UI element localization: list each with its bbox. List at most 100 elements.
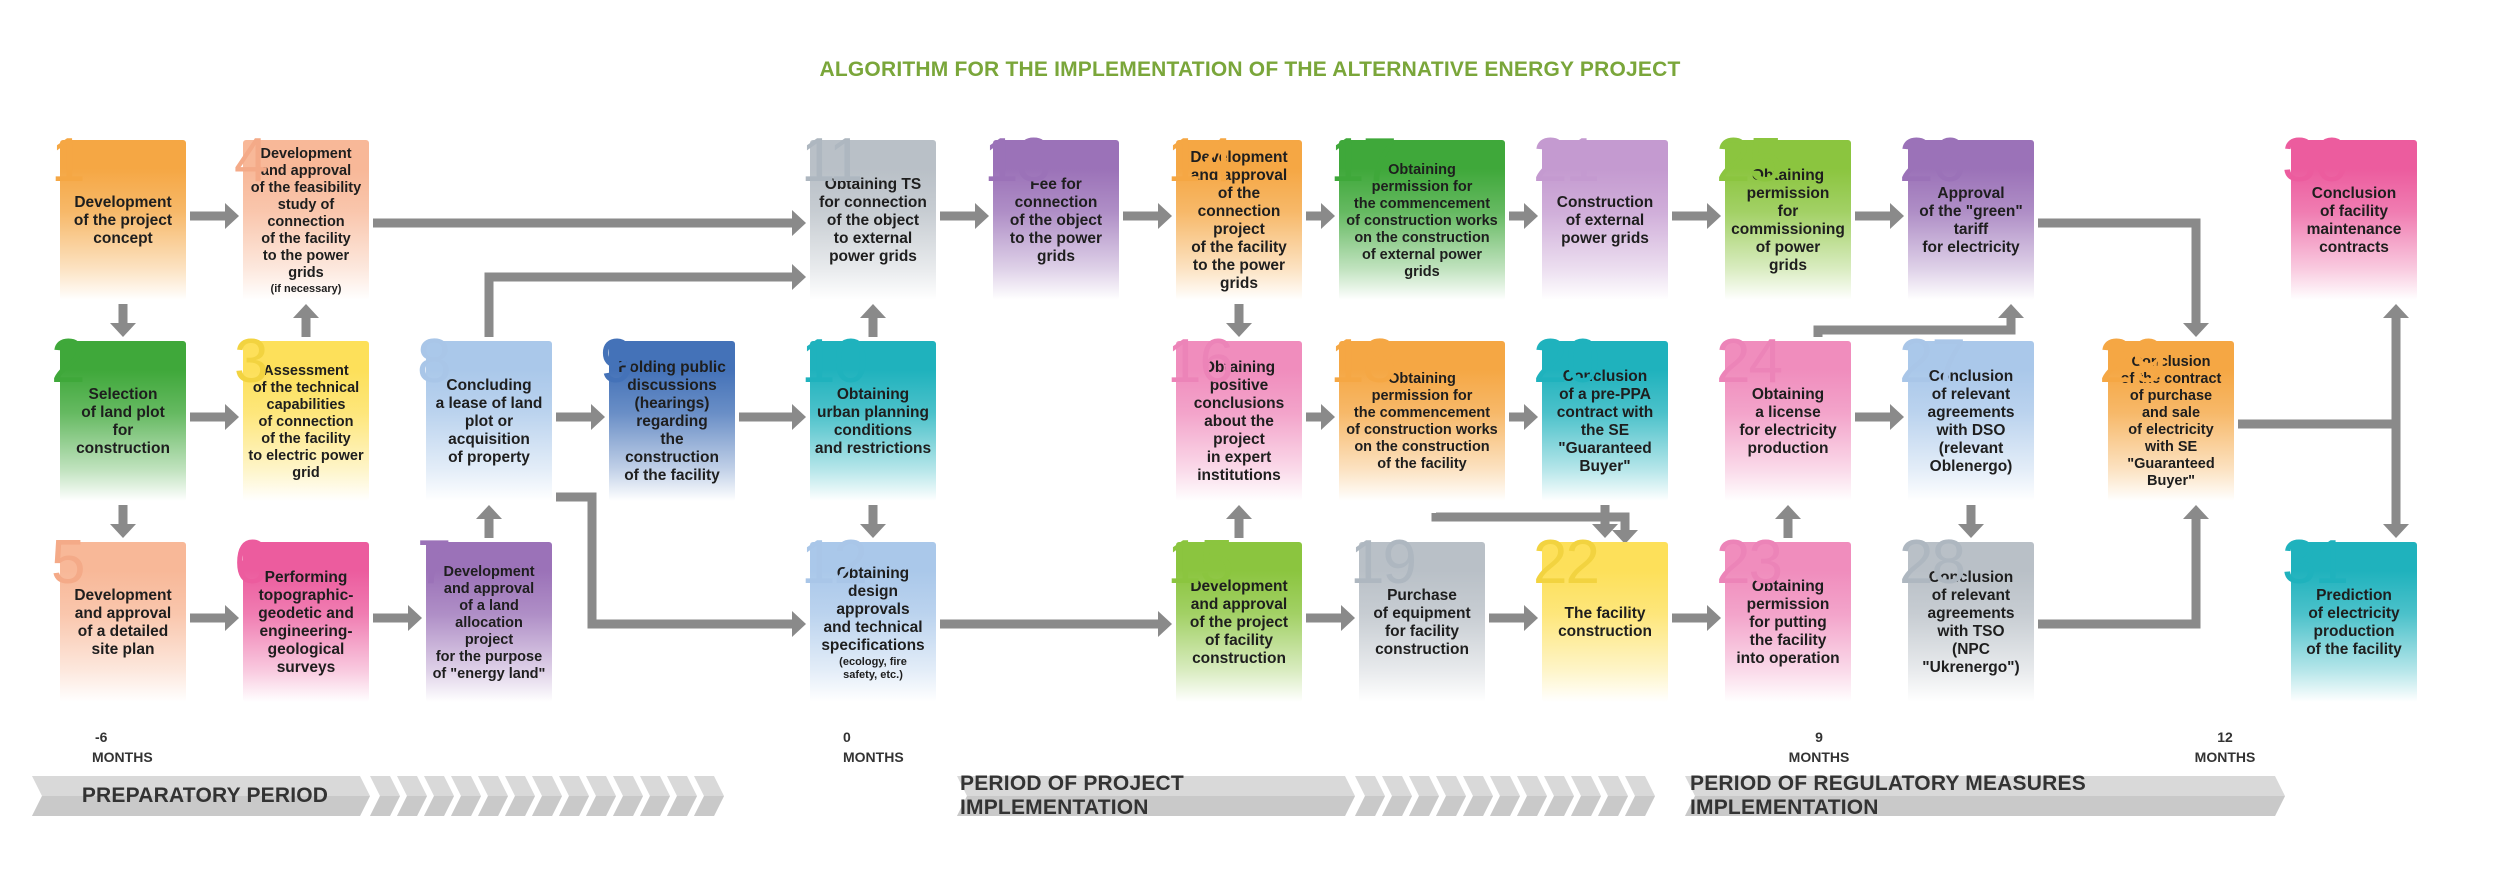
period-regulatory-measures: PERIOD OF REGULATORY MEASURES IMPLEMENTA… — [1690, 772, 2086, 819]
step-label-line: to the power — [1009, 230, 1103, 247]
arrow-head — [1958, 524, 1984, 538]
arrow-26-to-29 — [2038, 218, 2201, 323]
step-label-line: institutions — [1197, 467, 1281, 484]
arrow-head — [1158, 203, 1172, 229]
step-label-line: to the power — [262, 248, 350, 264]
step-label-line: Performing — [264, 569, 348, 586]
step-box-29: 29 Conclusion of the contract of purchase an… — [2099, 331, 2234, 501]
step-number: 22 — [1533, 528, 1600, 597]
step-label-line: Holding public — [618, 359, 726, 376]
step-label-line: and approval — [1190, 596, 1288, 613]
step-label-line: Approval — [1937, 185, 2005, 202]
bar-chevron-shade — [424, 796, 454, 816]
arrow-head — [1321, 203, 1335, 229]
step-label-line: of connection — [258, 413, 354, 430]
step-label-line: Conclusion — [2311, 185, 2397, 202]
step-label-line: Conclusion — [1562, 368, 1648, 385]
step-label-line: of facility — [1204, 632, 1274, 649]
step-box-3: 3 Assessment of the technical capabilities o… — [234, 331, 369, 501]
step-label-line: geological — [267, 641, 345, 658]
step-label-line: of external power — [1361, 246, 1483, 263]
step-label: Development and approval of the project of … — [1180, 558, 1298, 688]
step-label-line: of the contract — [2120, 371, 2222, 387]
step-box-8: 8 Concluding a lease of land plot or acquisi… — [417, 331, 552, 501]
arrow-head — [1890, 203, 1904, 229]
step-label-line: production — [2313, 623, 2395, 640]
arrow-head — [110, 323, 136, 337]
arrow-head — [792, 210, 806, 236]
arrow-head — [293, 304, 319, 318]
bar-chevron-shade — [1598, 796, 1628, 816]
step-box-9: 9 Holding public discussions (hearings) rega… — [600, 331, 735, 501]
step-number: 30 — [2282, 126, 2349, 195]
step-label-line: of the facility — [261, 430, 351, 447]
step-number: 5 — [51, 528, 86, 597]
step-label: Prediction of electricity production of the… — [2295, 558, 2413, 688]
step-number: 14 — [1167, 126, 1234, 195]
step-box-4: 4 Development and approval of the feasibili… — [234, 130, 369, 300]
period-project-implementation: PERIOD OF PROJECT IMPLEMENTATION — [960, 772, 1184, 819]
step-label-line: design — [848, 582, 898, 600]
step-label: Obtaining urban planning conditions and res… — [814, 357, 932, 487]
arrow-head — [110, 524, 136, 538]
step-label-line: of purchase — [2129, 388, 2213, 404]
step-label-line: for facility — [1384, 623, 1460, 640]
step-label: Obtaining permission for the commencement o… — [1343, 156, 1501, 286]
step-label: Assessment of the technical capabilities of… — [247, 357, 365, 487]
step-label-line: geodetic and — [258, 605, 354, 622]
step-label-line: of the connection — [1197, 185, 1281, 220]
step-label-line: and sale — [2141, 405, 2201, 421]
bar-segment-regulatory-shade — [1685, 796, 2285, 816]
step-label: Obtaining a license for electricity product… — [1729, 357, 1847, 487]
step-label-line: to the power — [1192, 257, 1286, 274]
step-label: Development and approval of a detailed site… — [64, 558, 182, 688]
step-label-line: into operation — [1736, 650, 1840, 667]
step-label-line: of construction works — [1346, 422, 1498, 438]
step-label-line: of facility — [2319, 203, 2389, 220]
step-label-line: grid — [292, 464, 320, 481]
step-label: Conclusion of facility maintenance contract… — [2295, 156, 2413, 286]
step-label-line: Obtaining — [1751, 386, 1825, 403]
arrow-head — [1158, 611, 1172, 637]
step-label-line: about the project — [1204, 413, 1274, 448]
step-label-line: of the object — [826, 212, 920, 229]
step-label-line: of "energy land" — [432, 665, 546, 682]
step-label-line: in expert — [1206, 449, 1272, 466]
step-label-line: Development — [1190, 578, 1288, 595]
step-label-line: Obtaining — [1388, 161, 1456, 178]
step-label-line: construction — [1375, 641, 1469, 658]
bar-chevron-shade — [1463, 796, 1493, 816]
step-label-line: of the facility — [624, 467, 720, 484]
step-label: Conclusion of a pre-PPA contract with the S… — [1546, 357, 1664, 487]
step-label-line: of the project — [1189, 614, 1289, 631]
step-label-line: specifications — [821, 636, 925, 654]
step-label-line: the facility — [1749, 632, 1827, 649]
bar-chevron-shade — [1625, 796, 1655, 816]
step-label-line: construction — [1558, 623, 1652, 640]
step-label-line: for connection — [819, 194, 927, 211]
arrow-head — [792, 264, 806, 290]
step-label-line: grids — [1037, 248, 1075, 265]
step-box-13: 13 Fee for connection of the object to the p… — [984, 130, 1119, 300]
step-label-line: Obtaining — [1751, 578, 1825, 595]
arrow-24-to-26 — [1813, 318, 2016, 337]
step-label-line: engineering- — [259, 623, 353, 640]
step-number: 26 — [1899, 126, 1966, 195]
step-label-line: acquisition — [448, 431, 530, 448]
step-label-line: contract with — [1556, 404, 1654, 421]
arrow-head — [1707, 605, 1721, 631]
arrow-head — [1890, 404, 1904, 430]
arrow-head — [2383, 524, 2409, 538]
step-label-line: with SE — [2144, 439, 2198, 455]
step-number: 28 — [1899, 528, 1966, 597]
step-label-line: Development — [260, 146, 352, 162]
step-label-line: of relevant — [1931, 587, 2011, 604]
arrow-8-to-11 — [484, 272, 792, 337]
arrow-18-to-22 — [1431, 512, 1630, 530]
step-label-line: The facility — [1564, 605, 1646, 622]
step-label: Approval of the "green" tariff for electric… — [1912, 156, 2030, 286]
step-label-line: discussions — [627, 377, 717, 394]
step-label-line: Development — [1190, 149, 1288, 166]
